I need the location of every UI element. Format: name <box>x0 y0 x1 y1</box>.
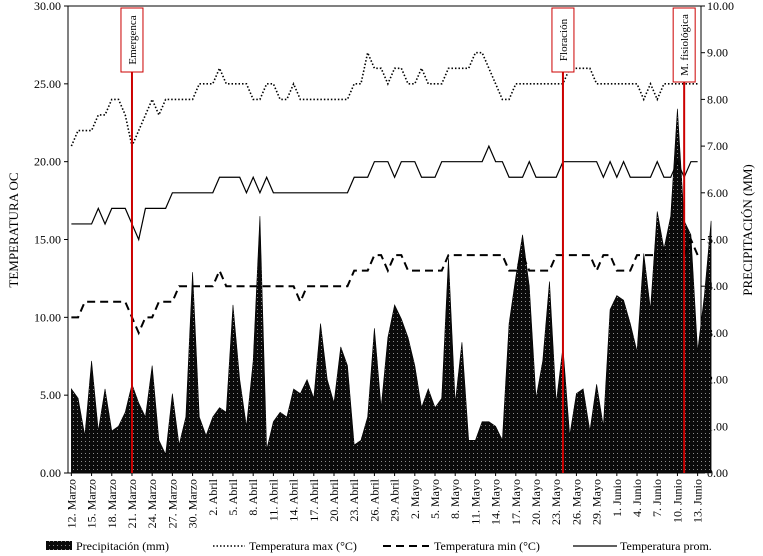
x-tick-label: 13. Junio <box>691 479 705 523</box>
legend: Precipitación (mm) Temperatura max (°C) … <box>46 539 712 553</box>
x-tick-label: 1. Junio <box>610 479 624 517</box>
y-left-tick-label: 0.00 <box>40 466 61 480</box>
legend-item-tmax: Temperatura max (°C) <box>213 539 357 553</box>
y-left-tick-label: 25.00 <box>34 77 61 91</box>
x-tick-label: 11. Abril <box>266 478 280 521</box>
legend-label-precipitacion: Precipitación (mm) <box>76 539 169 553</box>
x-tick-label: 29. Abril <box>388 478 402 521</box>
annotation-box <box>120 7 144 73</box>
y-left-tick-label: 5.00 <box>40 388 61 402</box>
x-tick-label: 8. Mayo <box>448 479 462 519</box>
annotation-3: M. fisiológica <box>672 7 696 473</box>
x-tick-label: 18. Marzo <box>105 479 119 528</box>
legend-item-tmin: Temperatura min (°C) <box>383 539 540 553</box>
x-tick-label: 5. Abril <box>226 478 240 515</box>
y-right-tick-label: 2.00 <box>707 373 728 387</box>
annotation-label: Floración <box>558 18 570 61</box>
y-right-tick-label: 3.00 <box>707 326 728 340</box>
y-right-tick-label: 0.00 <box>707 466 728 480</box>
x-tick-label: 10. Junio <box>670 479 684 523</box>
annotation-label: M. fisiológica <box>679 14 691 76</box>
annotation-2: Floración <box>551 7 575 473</box>
legend-item-precipitacion: Precipitación (mm) <box>46 539 169 553</box>
x-tick-label: 2. Abril <box>206 478 220 515</box>
y-left-tick-label: 30.00 <box>34 0 61 13</box>
annotation-box <box>551 7 575 73</box>
plot-area: 0.00 5.00 10.00 15.00 20.00 25.00 30.00 0.00 1.0… <box>34 0 734 528</box>
y-right-tick-label: 7.00 <box>707 139 728 153</box>
x-tick-label: 30. Marzo <box>186 479 200 528</box>
annotation-label: Emergenca <box>127 15 139 64</box>
y-left-tick-label: 10.00 <box>34 310 61 324</box>
legend-label-tmax: Temperatura max (°C) <box>249 539 357 553</box>
series-temperatura-prom-line <box>71 144 698 242</box>
x-tick-label: 12. Marzo <box>64 479 78 528</box>
legend-label-tprom: Temperatura prom. <box>620 539 712 553</box>
legend-swatch-precipitacion <box>46 541 72 550</box>
x-tick-label: 4. Junio <box>630 479 644 517</box>
x-tick-label: 17. Abril <box>307 478 321 521</box>
x-tick-label: 2. Mayo <box>408 479 422 519</box>
series-temperatura-max-line <box>70 50 698 149</box>
y-left-axis-title: TEMPERATURA OC <box>6 172 21 287</box>
x-tick-label: 14. Abril <box>287 478 301 521</box>
legend-item-tprom: Temperatura prom. <box>573 539 712 553</box>
y-left-tick-label: 15.00 <box>34 233 61 247</box>
x-tick-label: 29. Mayo <box>590 479 604 525</box>
y-right-tick-label: 10.00 <box>707 0 734 13</box>
x-tick-label: 14. Mayo <box>489 479 503 525</box>
y-right-axis-title: PRECIPITACIÓN (MM) <box>740 164 755 296</box>
x-tick-label: 24. Marzo <box>145 479 159 528</box>
x-tick-label: 17. Mayo <box>509 479 523 525</box>
x-tick-label: 26. Mayo <box>569 479 583 525</box>
annotation-box <box>672 7 696 83</box>
x-tick-label: 27. Marzo <box>165 479 179 528</box>
x-tick-label: 23. Mayo <box>549 479 563 525</box>
y-right-tick-label: 5.00 <box>707 233 728 247</box>
x-tick-label: 21. Marzo <box>125 479 139 528</box>
x-tick-label: 7. Junio <box>650 479 664 517</box>
x-tick-label: 15. Marzo <box>85 479 99 528</box>
legend-label-tmin: Temperatura min (°C) <box>434 539 540 553</box>
y-left-tick-label: 20.00 <box>34 155 61 169</box>
annotation-1: Emergenca <box>120 7 144 473</box>
y-right-tick-label: 1.00 <box>707 419 728 433</box>
y-right-tick-label: 8.00 <box>707 92 728 106</box>
x-tick-label: 5. Mayo <box>428 479 442 519</box>
y-right-tick-label: 6.00 <box>707 186 728 200</box>
series-temperatura-min-line <box>71 236 699 336</box>
y-right-tick-label: 9.00 <box>707 46 728 60</box>
x-tick-label: 26. Abril <box>367 478 381 521</box>
x-tick-label: 8. Abril <box>246 478 260 515</box>
x-tick-label: 11. Mayo <box>468 479 482 525</box>
x-tick-label: 23. Abril <box>347 478 361 521</box>
series-precipitacion-area <box>71 108 712 474</box>
x-tick-label: 20. Mayo <box>529 479 543 525</box>
y-right-tick-label: 4.00 <box>707 279 728 293</box>
x-tick-label: 20. Abril <box>327 478 341 521</box>
